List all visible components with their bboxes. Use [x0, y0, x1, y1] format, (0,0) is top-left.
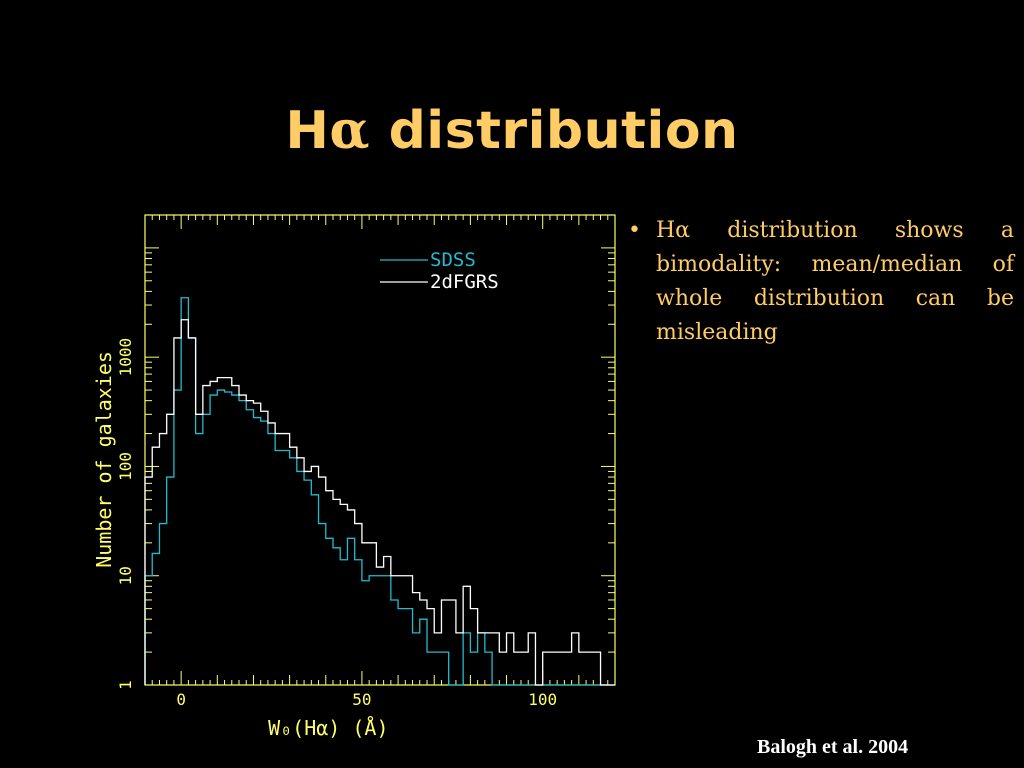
- slide-title-rest: distribution: [369, 101, 739, 161]
- bullet-list: • Hα distribution shows a bimodality: me…: [628, 214, 1014, 350]
- y-tick-label: 100: [116, 452, 135, 481]
- y-axis-label: Number of galaxies: [92, 351, 116, 568]
- y-tick-label: 10: [116, 566, 135, 585]
- x-axis-label: W₀(Hα) (Å): [268, 716, 388, 740]
- slide-title: Hα distribution: [0, 100, 1024, 161]
- histogram-chart: 1 10 100 1000 0 50 100 W₀(Hα) (Å) Number of gala…: [92, 214, 616, 740]
- citation: Balogh et al. 2004: [757, 736, 909, 758]
- plot-frame: [144, 214, 616, 686]
- series-line-sdss: [144, 297, 615, 686]
- bullet-item: • Hα distribution shows a bimodality: me…: [628, 214, 1014, 350]
- y-tick-label: 1: [116, 680, 135, 690]
- x-tick-label: 50: [352, 690, 371, 709]
- slide-title-h: H: [285, 101, 330, 161]
- x-tick-label: 0: [176, 690, 186, 709]
- bullet-dot: •: [628, 218, 641, 243]
- bullet-text: Hα distribution shows a bimodality: mean…: [656, 218, 1014, 345]
- series-line-2dfgrs: [144, 319, 615, 686]
- legend-label: 2dFGRS: [430, 271, 499, 293]
- y-tick-label: 1000: [116, 338, 135, 377]
- x-tick-label: 100: [528, 690, 557, 709]
- legend-label: SDSS: [430, 249, 476, 271]
- slide-title-alpha: α: [329, 100, 370, 161]
